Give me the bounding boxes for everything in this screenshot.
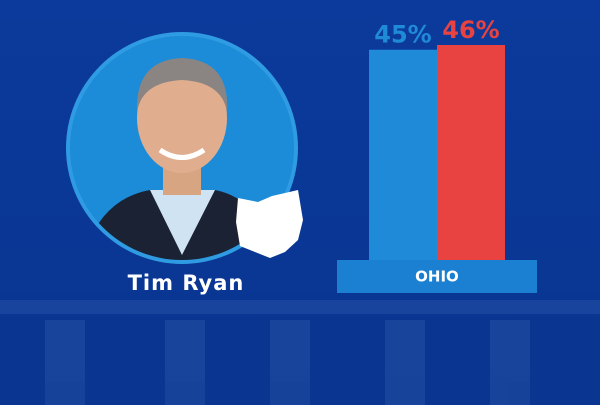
value-label: 45% <box>374 21 431 49</box>
candidate-name: Tim Ryan <box>128 271 245 295</box>
bar <box>369 49 437 262</box>
ohio-shape <box>236 190 303 258</box>
bars: 45% 46% <box>369 16 505 262</box>
columns-decor <box>0 300 600 405</box>
region-label: OHIO <box>415 268 459 286</box>
region-box <box>337 260 537 293</box>
bar <box>437 45 505 262</box>
value-label: 46% <box>442 16 499 44</box>
